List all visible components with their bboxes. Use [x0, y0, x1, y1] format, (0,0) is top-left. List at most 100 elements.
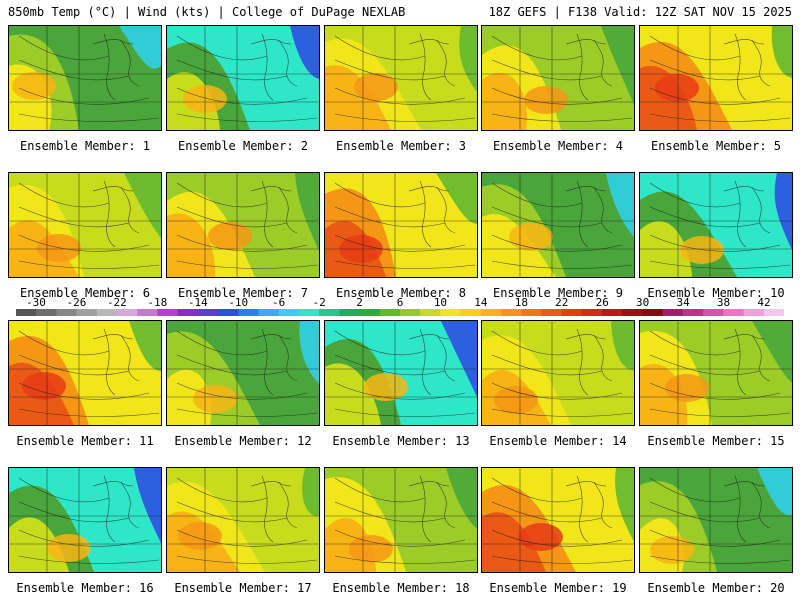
scale-swatch	[177, 309, 199, 316]
scale-labels: -30 -26 -22 -18 -14 -10 -6 -2 2 6 10 14 18 22 26 30 34 38…	[0, 296, 800, 309]
temperature-map	[166, 467, 320, 573]
map-graphic	[482, 173, 634, 277]
ensemble-member-label: Ensemble Member: 8	[335, 286, 467, 300]
scale-tick-label: 6	[396, 296, 404, 309]
map-graphic	[640, 173, 792, 277]
ensemble-member-panel: Ensemble Member: 13	[324, 320, 478, 448]
scale-swatch	[379, 309, 401, 316]
scale-tick-label: -2	[312, 296, 326, 309]
scale-swatch	[480, 309, 502, 316]
temperature-map	[324, 320, 478, 426]
scale-tick-label: -18	[147, 296, 168, 309]
scale-swatch	[96, 309, 118, 316]
scale-swatch	[16, 309, 37, 316]
scale-swatch	[157, 309, 179, 316]
temperature-map	[481, 320, 635, 426]
ensemble-member-panel: Ensemble Member: 2	[166, 25, 320, 153]
temperature-map	[8, 172, 162, 278]
map-graphic	[325, 468, 477, 572]
scale-swatch	[197, 309, 219, 316]
product-title: 850mb Temp (°C) | Wind (kts) | College o…	[8, 5, 406, 19]
map-graphic	[167, 173, 319, 277]
ensemble-member-panel: Ensemble Member: 3	[324, 25, 478, 153]
temperature-map	[324, 467, 478, 573]
map-graphic	[640, 26, 792, 130]
map-graphic	[482, 26, 634, 130]
ensemble-member-panel: Ensemble Member: 6	[8, 172, 162, 300]
scale-tick-label: -14	[187, 296, 208, 309]
ensemble-member-panel: Ensemble Member: 9	[481, 172, 635, 300]
map-graphic	[9, 173, 161, 277]
ensemble-member-panel: Ensemble Member: 16	[8, 467, 162, 595]
temperature-map	[324, 172, 478, 278]
scale-swatch	[581, 309, 603, 316]
scale-swatch	[723, 309, 745, 316]
temperature-map	[8, 25, 162, 131]
ensemble-member-label: Ensemble Member: 13	[332, 434, 470, 448]
ensemble-member-panel: Ensemble Member: 19	[481, 467, 635, 595]
ensemble-member-label: Ensemble Member: 3	[335, 139, 467, 153]
scale-swatch	[440, 309, 462, 316]
ensemble-member-label: Ensemble Member: 12	[174, 434, 312, 448]
scale-bar	[16, 309, 784, 316]
ensemble-member-panel: Ensemble Member: 10	[639, 172, 793, 300]
ensemble-member-label: Ensemble Member: 4	[492, 139, 624, 153]
ensemble-member-panel: Ensemble Member: 20	[639, 467, 793, 595]
map-graphic	[9, 321, 161, 425]
ensemble-member-label: Ensemble Member: 16	[16, 581, 154, 595]
temperature-map	[481, 172, 635, 278]
scale-swatch	[561, 309, 583, 316]
ensemble-member-label: Ensemble Member: 19	[489, 581, 627, 595]
ensemble-member-panel: Ensemble Member: 8	[324, 172, 478, 300]
scale-swatch	[460, 309, 482, 316]
scale-swatch	[359, 309, 381, 316]
scale-tick-label: -10	[228, 296, 249, 309]
scale-tick-label: 22	[555, 296, 569, 309]
scale-swatch	[622, 309, 644, 316]
temperature-map	[639, 25, 793, 131]
map-graphic	[167, 321, 319, 425]
temperature-map	[324, 25, 478, 131]
scale-swatch	[218, 309, 239, 316]
scale-swatch	[682, 309, 704, 316]
ensemble-member-label: Ensemble Member: 18	[332, 581, 470, 595]
valid-time: 18Z GEFS | F138 Valid: 12Z SAT NOV 15 20…	[488, 5, 792, 19]
scale-swatch	[642, 309, 664, 316]
ensemble-member-panel: Ensemble Member: 1	[8, 25, 162, 153]
scale-swatch	[76, 309, 98, 316]
scale-swatch	[541, 309, 563, 316]
ensemble-member-label: Ensemble Member: 2	[177, 139, 309, 153]
scale-swatch	[278, 309, 300, 316]
ensemble-member-label: Ensemble Member: 5	[650, 139, 782, 153]
scale-swatch	[602, 309, 623, 316]
scale-tick-label: -26	[66, 296, 87, 309]
ensemble-member-label: Ensemble Member: 7	[177, 286, 309, 300]
temperature-map	[639, 172, 793, 278]
scale-tick-label: 18	[514, 296, 528, 309]
scale-tick-label: 2	[356, 296, 363, 309]
scale-swatch	[117, 309, 138, 316]
map-graphic	[482, 468, 634, 572]
ensemble-member-label: Ensemble Member: 1	[19, 139, 151, 153]
scale-tick-label: -22	[106, 296, 127, 309]
scale-swatch	[743, 309, 765, 316]
map-graphic	[325, 26, 477, 130]
ensemble-member-panel: Ensemble Member: 18	[324, 467, 478, 595]
scale-swatch	[36, 309, 57, 316]
temperature-map	[166, 320, 320, 426]
ensemble-member-panel: Ensemble Member: 5	[639, 25, 793, 153]
header: 850mb Temp (°C) | Wind (kts) | College o…	[0, 0, 800, 22]
map-graphic	[325, 321, 477, 425]
temperature-map	[481, 467, 635, 573]
map-graphic	[9, 26, 161, 130]
scale-tick-label: 26	[595, 296, 609, 309]
ensemble-member-label: Ensemble Member: 15	[647, 434, 785, 448]
scale-tick-label: 30	[636, 296, 650, 309]
scale-swatch	[298, 309, 320, 316]
ensemble-member-panel: Ensemble Member: 14	[481, 320, 635, 448]
ensemble-member-panel: Ensemble Member: 11	[8, 320, 162, 448]
scale-swatch	[137, 309, 158, 316]
temperature-map	[639, 467, 793, 573]
scale-tick-label: 34	[676, 296, 690, 309]
scale-swatch	[501, 309, 522, 316]
